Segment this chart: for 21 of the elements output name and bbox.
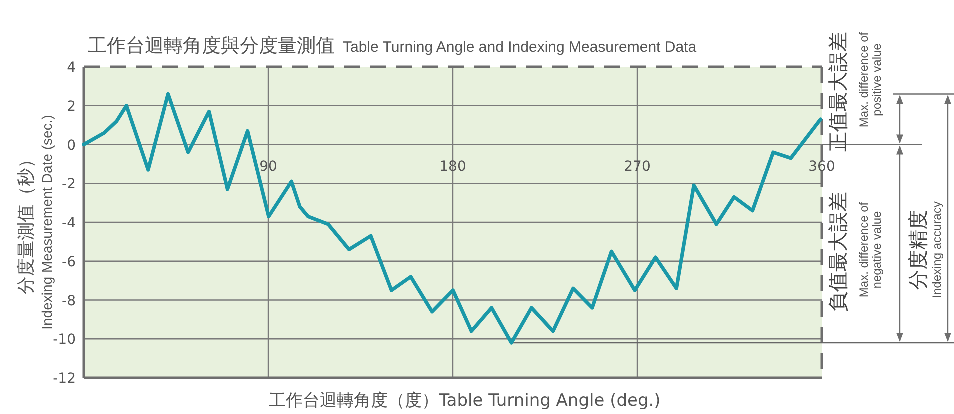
y-tick-label: -8 xyxy=(62,293,76,310)
y-tick-label: -12 xyxy=(53,371,76,387)
text: Max. difference of positive value xyxy=(857,32,884,128)
y-axis-title: 分度量測值（秒） xyxy=(16,150,37,294)
text: 負值最大誤差 xyxy=(828,192,850,312)
y-tick-label: -4 xyxy=(62,216,76,232)
text: Indexing accuracy xyxy=(930,202,944,298)
x-axis-title: 工作台迴轉角度（度）Table Turning Angle (deg.) xyxy=(269,391,661,411)
y-tick-label: -2 xyxy=(62,176,76,193)
text: 正值最大誤差 xyxy=(828,32,850,152)
y-tick-label: 0 xyxy=(67,138,76,154)
y-tick-label: 2 xyxy=(67,98,76,115)
chart-title: 工作台迴轉角度與分度量測值 xyxy=(88,35,335,57)
text: 分度精度 xyxy=(908,210,930,290)
x-tick-label: 360 xyxy=(808,158,836,175)
text: Indexing Measurement Date (sec.) xyxy=(39,115,55,330)
y-tick-label: 4 xyxy=(67,60,76,76)
chart-subtitle: Table Turning Angle and Indexing Measurement Data xyxy=(343,39,698,56)
y-tick-label: -6 xyxy=(62,254,76,270)
y-tick-label: -10 xyxy=(53,332,76,348)
text: Max. difference of negative value xyxy=(857,202,884,298)
